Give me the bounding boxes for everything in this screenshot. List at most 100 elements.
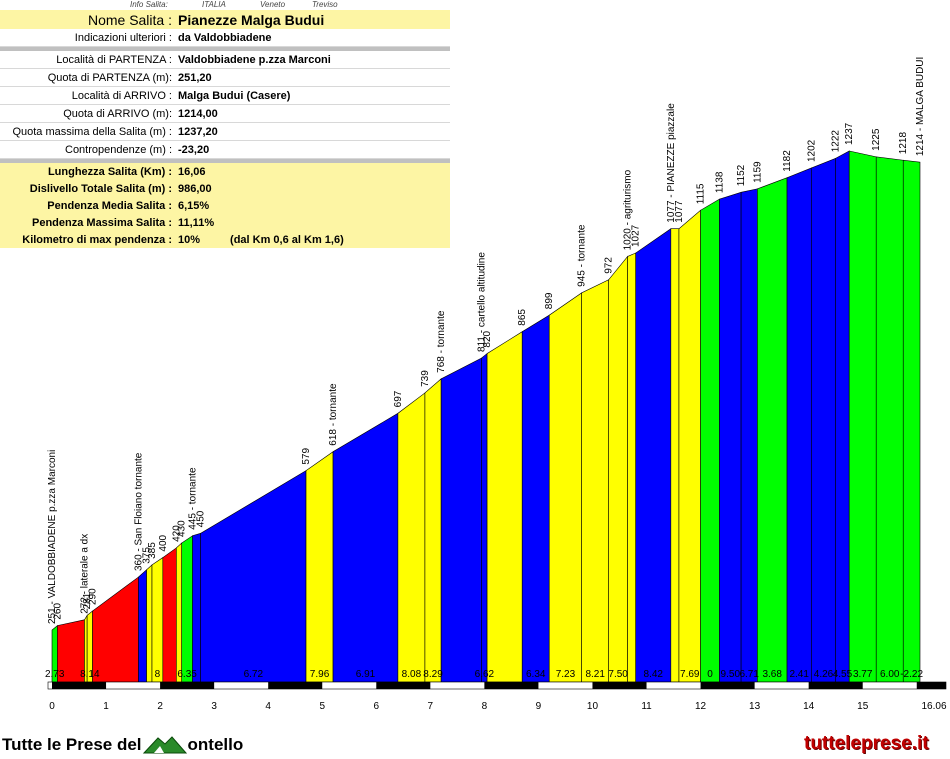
gradient-label: 8.29	[423, 669, 443, 680]
x-tick-label: 12	[695, 701, 707, 712]
profile-segment	[678, 209, 701, 683]
contro-label: Contropendenze (m) :	[0, 140, 174, 159]
point-label: 1152	[736, 164, 747, 186]
point-label: 1214 - MALGA BUDUI	[915, 57, 926, 156]
profile-segment	[486, 331, 523, 683]
point-label: 1027	[631, 224, 642, 247]
point-label: 1237	[844, 122, 855, 145]
x-tick-label: 15	[857, 701, 869, 712]
point-label: 899	[544, 292, 555, 309]
brand-text-left: Tutte le Prese del	[2, 735, 142, 754]
point-label: 450	[196, 510, 207, 527]
mountain-icon	[142, 736, 187, 754]
point-label: 865	[517, 309, 528, 326]
info-caption: Info Salita:	[130, 0, 168, 9]
point-label: 1202	[806, 139, 817, 162]
x-tick-label: 14	[803, 701, 815, 712]
profile-segment	[138, 569, 147, 683]
gradient-label: 4.55	[833, 669, 853, 680]
kmax-percent: 10%	[178, 233, 201, 246]
profile-segment	[627, 252, 637, 683]
point-label: 385	[147, 542, 158, 559]
qmax-value: 1237,20	[174, 122, 450, 141]
qend-label: Quota di ARRIVO (m):	[0, 104, 174, 123]
point-label: 360 - San Floiano tornante	[133, 452, 144, 571]
axis-bar-dark	[916, 682, 946, 689]
disl-label: Dislivello Totale Salita (m) :	[0, 180, 174, 197]
gradient-label: 7.69	[680, 669, 700, 680]
profile-segment	[848, 150, 877, 683]
info-country: ITALIA	[202, 0, 226, 9]
gradient-label: 7.23	[556, 669, 576, 680]
gradient-label: 8	[155, 669, 161, 680]
profile-segment	[786, 167, 812, 683]
gradient-label: 2.73	[45, 669, 65, 680]
end-label: Località di ARRIVO :	[0, 86, 174, 105]
profile-segment	[151, 557, 164, 683]
x-tick-label: 9	[536, 701, 542, 712]
point-label: 768 - tornante	[436, 310, 447, 373]
profile-segment	[397, 392, 426, 683]
gradient-label: 2.41	[789, 669, 809, 680]
x-tick-label: 4	[265, 701, 271, 712]
gradient-label: 4.26	[814, 669, 834, 680]
indic-label: Indicazioni ulteriori :	[0, 29, 174, 47]
point-label: 420	[171, 525, 182, 542]
gradient-label: 3.77	[853, 669, 873, 680]
point-label: 739	[420, 370, 431, 387]
qstart-label: Quota di PARTENZA (m):	[0, 68, 174, 87]
pmax-value: 11,11%	[174, 214, 450, 231]
gradient-label: 6.62	[475, 669, 495, 680]
profile-areas	[51, 150, 921, 683]
point-label: 1222	[831, 130, 842, 153]
profile-segment	[192, 532, 201, 683]
axis-bar-dark	[808, 682, 863, 689]
distance-axis: 0 1 2 3 4 5 6 7 8 9 10 11 12 13 14 15 16.06	[47, 681, 947, 712]
gradient-label: 9.50	[721, 669, 741, 680]
point-label: 811 - cartello altitudine	[477, 252, 488, 352]
axis-bar-dark	[52, 682, 107, 689]
indic-value: da Valdobbiadene	[174, 29, 450, 47]
profile-segment	[424, 378, 442, 683]
qmax-label: Quota massima della Salita (m) :	[0, 122, 174, 141]
gradient-label: 6.91	[356, 669, 376, 680]
profile-segment	[548, 292, 582, 683]
x-tick-label: 6	[374, 701, 380, 712]
site-url[interactable]: tutteleprese.it	[804, 733, 929, 754]
profile-segment	[700, 198, 720, 683]
gradient-label: 8.21	[585, 669, 605, 680]
profile-segment	[521, 314, 550, 683]
x-tick-label: 1	[103, 701, 109, 712]
qend-value: 1214,00	[174, 104, 450, 123]
climb-info-table: Nome Salita : Pianezze Malga Budui Indica…	[0, 10, 450, 248]
gradient-label: -2.22	[900, 669, 923, 680]
x-tick-label: 10	[587, 701, 599, 712]
point-label: 1138	[714, 171, 725, 193]
point-label: 618 - tornante	[328, 383, 339, 446]
gradient-label: 0	[707, 669, 713, 680]
profile-segment	[902, 159, 921, 683]
profile-segment	[181, 535, 193, 683]
axis-bar-dark	[592, 682, 647, 689]
gradient-label: 8.14	[80, 669, 100, 680]
x-tick-label: 7	[428, 701, 434, 712]
profile-segment	[440, 357, 482, 683]
point-label: 1077 - PIANEZZE piazzale	[666, 103, 677, 223]
gradient-label: 3.68	[762, 669, 782, 680]
profile-segment	[176, 542, 183, 683]
point-label: 445 - tornante	[188, 467, 199, 530]
profile-segment	[740, 188, 758, 683]
name-label: Nome Salita :	[0, 10, 174, 29]
gradient-label: 6.71	[739, 669, 759, 680]
pmed-label: Pendenza Media Salita :	[0, 197, 174, 214]
point-label: 1225	[871, 128, 882, 151]
profile-segment	[811, 157, 836, 683]
gradient-label: 6.34	[526, 669, 546, 680]
x-tick-label: 2	[157, 701, 163, 712]
x-tick-label: 16.06	[921, 701, 946, 712]
axis-bar-dark	[268, 682, 323, 689]
gradient-label: 6.72	[244, 669, 264, 680]
profile-segment	[635, 228, 672, 683]
